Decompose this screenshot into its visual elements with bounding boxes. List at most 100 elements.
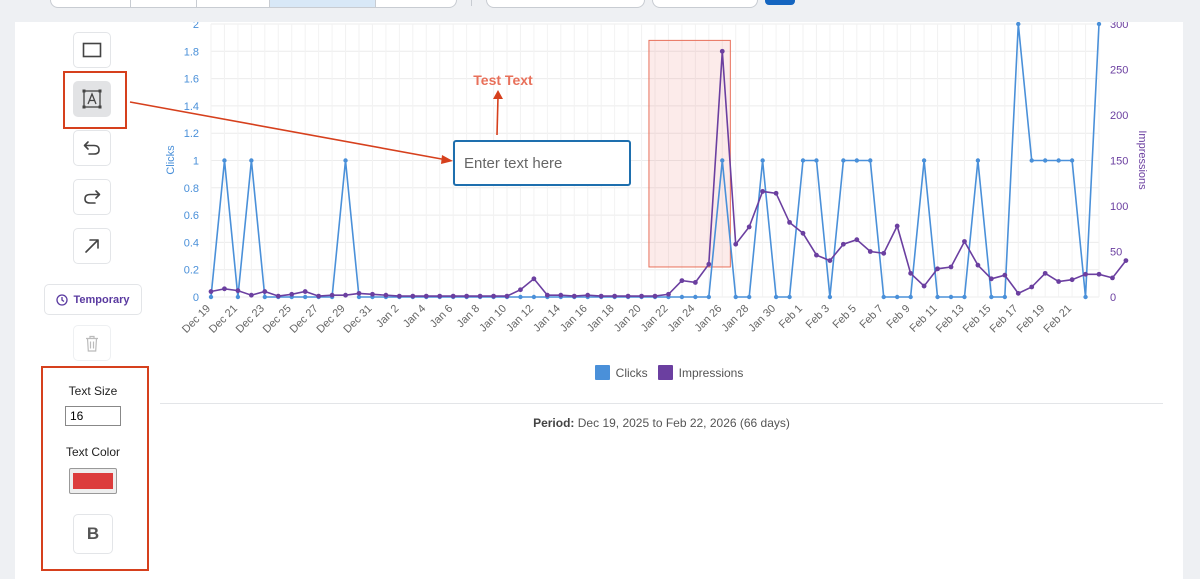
bold-button[interactable]: B (73, 514, 113, 554)
temporary-button[interactable]: Temporary (44, 284, 142, 315)
data-point-impressions (814, 252, 819, 258)
y-right-tick-label: 200 (1110, 110, 1128, 122)
x-tick-label: Jan 6 (428, 303, 456, 331)
period-label: Period: (533, 416, 575, 430)
arrow-head-icon (493, 90, 503, 99)
data-point-impressions (881, 250, 887, 256)
data-point-impressions (948, 264, 954, 270)
data-point-impressions (1123, 258, 1129, 263)
y-right-tick-label: 300 (1110, 22, 1128, 31)
highlight-rectangle[interactable] (648, 39, 731, 268)
y-left-tick-label: 1.2 (184, 128, 199, 140)
data-point-clicks (962, 294, 967, 300)
data-point-impressions (316, 293, 322, 299)
data-point-clicks (935, 294, 940, 300)
text-box-icon (82, 89, 102, 109)
x-tick-label: Jan 28 (719, 303, 751, 335)
x-tick-label: Feb 7 (857, 303, 885, 331)
date-select-end[interactable] (652, 0, 758, 8)
data-point-clicks (746, 294, 752, 300)
data-point-impressions (1096, 271, 1102, 277)
data-point-clicks (249, 158, 254, 163)
data-point-impressions (1083, 271, 1088, 277)
x-tick-label: Feb 19 (1015, 303, 1048, 336)
rectangle-tool-button[interactable] (73, 32, 111, 68)
data-point-impressions (356, 290, 362, 296)
range-tab-active[interactable] (269, 0, 377, 8)
data-point-clicks (1069, 158, 1075, 163)
data-point-impressions (464, 293, 470, 299)
data-point-impressions (437, 293, 443, 299)
x-tick-label: Dec 23 (234, 303, 267, 336)
data-point-impressions (935, 266, 940, 272)
legend-swatch-impressions (657, 365, 673, 380)
data-point-impressions (1110, 275, 1115, 281)
x-tick-label: Dec 25 (261, 303, 294, 336)
text-size-input[interactable] (65, 406, 121, 426)
data-point-impressions (1002, 272, 1008, 278)
x-tick-label: Feb 1 (777, 303, 805, 331)
range-tab-5[interactable] (375, 0, 457, 8)
data-point-impressions (840, 241, 846, 247)
data-point-impressions (867, 249, 873, 254)
x-tick-label: Dec 29 (315, 303, 348, 336)
delete-button[interactable] (73, 325, 111, 361)
x-tick-label: Feb 21 (1042, 303, 1075, 336)
data-point-impressions (854, 237, 860, 243)
x-tick-label: Feb 13 (934, 303, 967, 336)
undo-icon (83, 141, 100, 155)
text-tool-button[interactable] (73, 81, 111, 117)
x-tick-label: Feb 15 (961, 303, 994, 336)
range-tab-1[interactable] (50, 0, 132, 8)
x-tick-label: Jan 24 (666, 303, 698, 335)
text-color-swatch (73, 473, 113, 489)
y-left-tick-label: 1.4 (184, 101, 199, 113)
data-point-impressions (370, 291, 375, 297)
data-point-impressions (343, 292, 348, 298)
data-point-clicks (881, 294, 886, 300)
data-point-clicks (908, 294, 913, 300)
legend-item-clicks[interactable]: Clicks (594, 365, 648, 380)
text-color-picker[interactable] (69, 468, 117, 494)
data-point-clicks (518, 294, 523, 300)
period-value: Dec 19, 2025 to Feb 22, 2026 (66 days) (577, 416, 790, 430)
annotation-text-input[interactable] (453, 140, 631, 186)
y-right-tick-label: 0 (1110, 292, 1116, 304)
y-left-tick-label: 0.6 (184, 210, 199, 222)
data-point-impressions (679, 278, 685, 284)
y-axis-right: 0 50 100 150 200 250 300 (1110, 22, 1128, 304)
x-tick-label: Jan 12 (504, 303, 536, 335)
data-point-impressions (692, 280, 698, 285)
drawing-toolbar: Temporary Text Size Text Color B (15, 22, 165, 579)
annotation-arrows (129, 90, 503, 164)
undo-button[interactable] (73, 130, 111, 166)
rectangle-icon (82, 42, 102, 58)
y-left-tick-label: 0.2 (184, 265, 199, 277)
arrow-head-icon (441, 155, 453, 164)
temporary-label: Temporary (73, 293, 130, 306)
range-tab-2[interactable] (130, 0, 198, 8)
data-point-impressions (1056, 279, 1062, 284)
y-axis-right-label: Impressions (1136, 130, 1148, 190)
data-point-impressions (1042, 270, 1048, 276)
data-point-impressions (504, 293, 510, 299)
legend-item-impressions[interactable]: Impressions (657, 365, 743, 380)
date-select-start[interactable] (486, 0, 645, 8)
data-point-impressions (760, 189, 766, 194)
y-right-tick-label: 100 (1110, 201, 1128, 213)
apply-button[interactable] (765, 0, 795, 5)
data-point-clicks (222, 158, 227, 163)
y-axis-left-label: Clicks (165, 145, 177, 175)
data-point-clicks (773, 294, 779, 300)
chart-series (208, 22, 1129, 300)
x-tick-label: Feb 5 (831, 303, 859, 331)
data-point-impressions (1029, 284, 1035, 290)
y-right-tick-label: 150 (1110, 156, 1128, 168)
data-point-impressions (787, 219, 792, 225)
redo-button[interactable] (73, 179, 111, 215)
legend-label-clicks: Clicks (615, 365, 648, 380)
range-tab-3[interactable] (196, 0, 271, 8)
data-point-impressions (894, 223, 900, 229)
arrow-tool-button[interactable] (73, 228, 111, 264)
annotation-test-text[interactable]: Test Text (473, 72, 533, 88)
